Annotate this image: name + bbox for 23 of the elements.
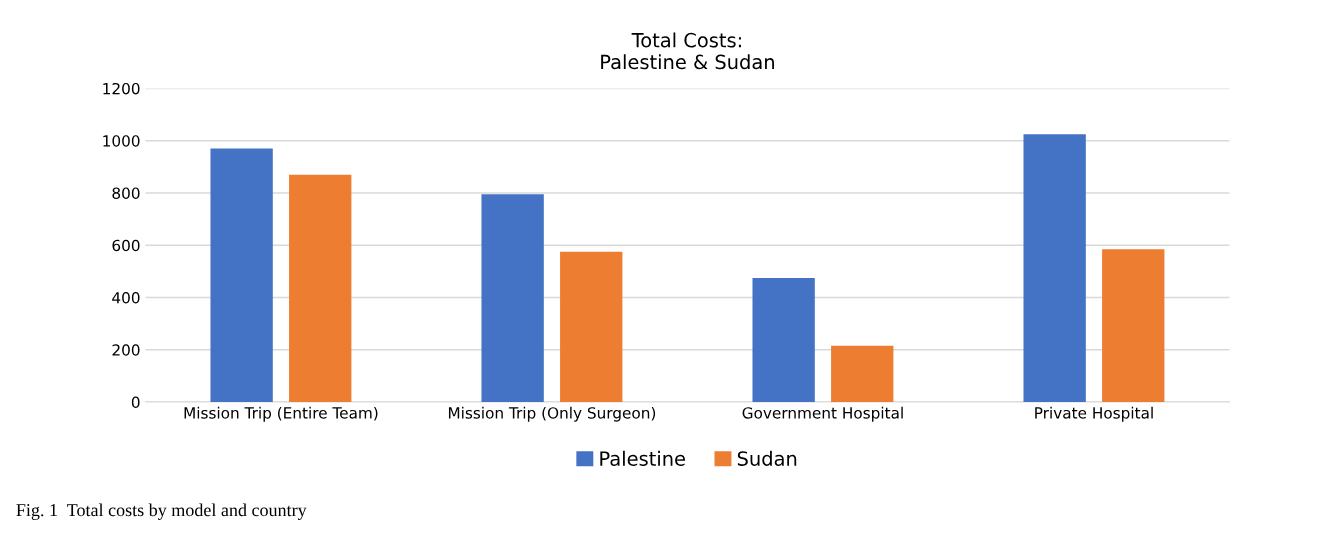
legend-label: Palestine	[600, 450, 685, 466]
x-tick-label: Mission Trip (Entire Team)	[184, 406, 378, 422]
y-tick-label: 400	[112, 291, 140, 304]
legend-label: Sudan	[737, 450, 797, 466]
y-tick-label: 800	[112, 187, 140, 199]
caption: Fig. 1 Total costs by model and country	[16, 503, 307, 520]
y-tick-label: 0	[131, 396, 140, 409]
x-tick-label: Government Hospital	[742, 406, 903, 422]
y-tick-label: 1200	[103, 82, 140, 95]
bar	[289, 174, 352, 402]
x-tick-label: Mission Trip (Only Surgeon)	[448, 406, 656, 422]
y-tick-label: 200	[112, 344, 140, 356]
bar	[560, 251, 623, 402]
chart-title: Total Costs: Palestine & Sudan	[601, 32, 774, 70]
y-tick-label: 600	[112, 239, 140, 252]
y-tick-label: 1000	[103, 135, 140, 147]
bar	[752, 277, 815, 402]
bar	[831, 345, 894, 402]
bar	[481, 194, 544, 402]
bar	[1102, 249, 1165, 402]
bar	[1023, 134, 1086, 402]
bar	[210, 148, 273, 402]
x-tick-label: Private Hospital	[1035, 406, 1153, 422]
